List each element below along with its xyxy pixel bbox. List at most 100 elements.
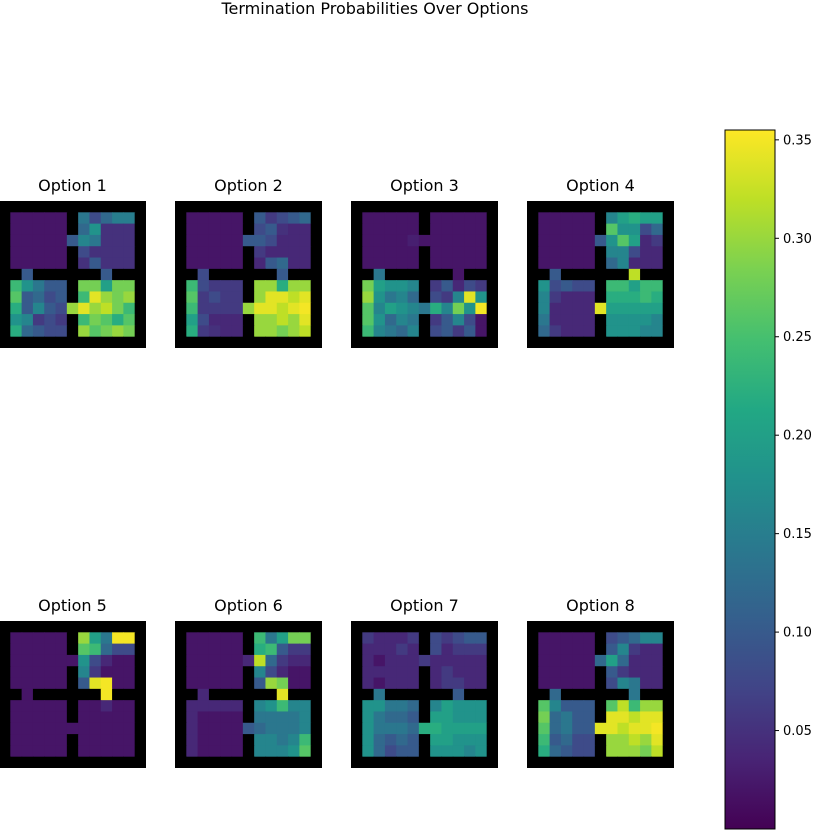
heatmap-cell (452, 212, 465, 225)
heatmap-cell (418, 234, 431, 247)
wall-cell (265, 688, 278, 701)
heatmap-cell (32, 280, 45, 293)
heatmap-cell (538, 643, 551, 656)
colorbar-tick-label: 0.35 (783, 133, 812, 148)
wall-cell (254, 201, 267, 213)
wall-cell (583, 756, 596, 768)
heatmap-cell (651, 280, 664, 293)
heatmap-cell (197, 302, 210, 315)
heatmap-panel (351, 201, 498, 348)
heatmap-cell (475, 314, 488, 326)
heatmap-cell (560, 223, 573, 236)
wall-cell (265, 621, 278, 633)
wall-cell (662, 314, 674, 326)
wall-cell (560, 621, 573, 633)
heatmap-cell (640, 711, 652, 724)
wall-cell (112, 688, 124, 701)
wall-cell (430, 336, 443, 348)
heatmap-cell (583, 711, 596, 724)
wall-cell (351, 336, 363, 348)
wall-cell (594, 223, 607, 236)
heatmap-cell (100, 280, 113, 293)
heatmap-cell (100, 677, 113, 690)
wall-cell (572, 201, 585, 213)
wall-cell (288, 756, 300, 768)
wall-cell (486, 677, 498, 690)
colorbar: 0.05 0.10 0.15 0.20 0.25 0.30 0.35 (724, 129, 812, 830)
heatmap-cell (617, 643, 630, 656)
heatmap-cell (208, 302, 221, 315)
heatmap-cell (572, 257, 585, 270)
heatmap-cell (538, 325, 551, 338)
heatmap-cell (441, 700, 454, 713)
heatmap-cell (560, 722, 573, 735)
heatmap-cell (10, 677, 23, 690)
heatmap-cell (373, 325, 386, 338)
heatmap-cell (21, 246, 34, 259)
wall-cell (594, 257, 607, 270)
wall-cell (310, 302, 322, 315)
wall-cell (418, 223, 431, 236)
heatmap-cell (276, 212, 289, 225)
heatmap-cell (606, 677, 619, 690)
wall-cell (66, 280, 79, 293)
heatmap-cell (10, 666, 23, 679)
heatmap-cell (100, 268, 113, 281)
heatmap-cell (606, 314, 619, 326)
wall-cell (242, 246, 255, 259)
wall-cell (0, 291, 11, 304)
heatmap-cell (288, 745, 300, 758)
wall-cell (351, 632, 363, 645)
heatmap-cell (100, 302, 113, 315)
heatmap-cell (572, 325, 585, 338)
heatmap-cell (617, 246, 630, 259)
heatmap-cell (396, 722, 409, 735)
wall-cell (66, 700, 79, 713)
wall-cell (384, 688, 397, 701)
heatmap-cell (617, 291, 630, 304)
heatmap-cell (208, 734, 221, 746)
heatmap-cell (55, 654, 68, 667)
wall-cell (242, 711, 255, 724)
heatmap-cell (186, 257, 199, 270)
heatmap-cell (44, 654, 57, 667)
wall-cell (617, 756, 630, 768)
heatmap-cell (231, 643, 244, 656)
wall-cell (549, 336, 562, 348)
wall-cell (208, 201, 221, 213)
heatmap-cell (299, 700, 312, 713)
heatmap-cell (32, 234, 45, 247)
wall-cell (418, 280, 431, 293)
heatmap-cell (78, 632, 91, 645)
heatmap-cell (583, 643, 596, 656)
heatmap-cell (407, 722, 420, 735)
heatmap-cell (384, 654, 397, 667)
heatmap-cell (583, 212, 596, 225)
heatmap-cell (373, 734, 386, 746)
wall-cell (66, 621, 79, 633)
wall-cell (175, 280, 187, 293)
wall-cell (242, 314, 255, 326)
heatmap-cell (430, 722, 443, 735)
wall-cell (123, 621, 136, 633)
heatmap-cell (407, 223, 420, 236)
heatmap-cell (441, 666, 454, 679)
heatmap-cell (396, 212, 409, 225)
heatmap-cell (55, 325, 68, 338)
wall-cell (66, 666, 79, 679)
wall-cell (89, 336, 102, 348)
heatmap-cell (464, 711, 476, 724)
heatmap-cell (197, 257, 210, 270)
heatmap-cell (44, 722, 57, 735)
wall-cell (44, 756, 57, 768)
heatmap-cell (78, 325, 91, 338)
heatmap-cell (617, 212, 630, 225)
heatmap-cell (452, 711, 465, 724)
wall-cell (441, 201, 454, 213)
heatmap-cell (651, 654, 664, 667)
wall-cell (486, 654, 498, 667)
wall-cell (351, 756, 363, 768)
heatmap-cell (651, 212, 664, 225)
heatmap-cell (396, 234, 409, 247)
heatmap-cell (640, 257, 652, 270)
